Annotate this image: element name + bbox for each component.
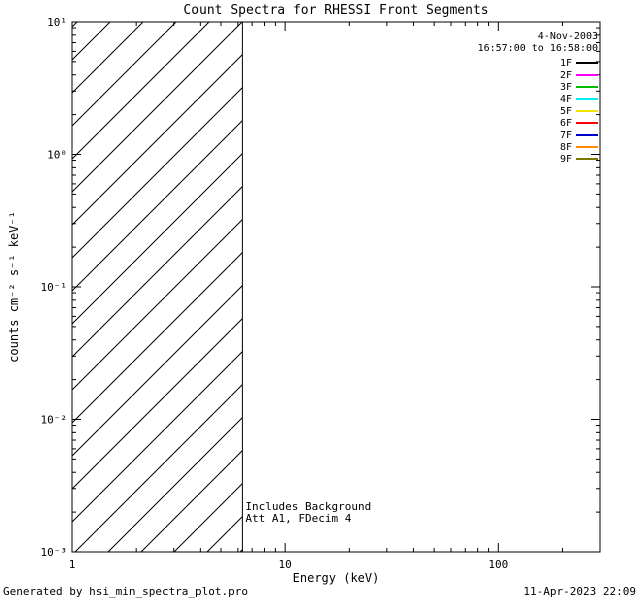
y-tick-label: 10⁻¹ (41, 281, 68, 294)
footer-generator-text: Generated by hsi_min_spectra_plot.pro (3, 585, 249, 598)
legend-entry-label: 9F (560, 154, 572, 165)
hatched-excluded-region (72, 22, 243, 552)
legend-entry-label: 4F (560, 94, 572, 105)
x-tick-label: 10 (279, 558, 292, 571)
x-axis-label: Energy (keV) (293, 571, 380, 585)
y-tick-label: 10⁻² (41, 414, 68, 427)
legend-entry-label: 7F (560, 130, 572, 141)
legend-date: 4-Nov-2003 (538, 31, 598, 42)
legend-entry-label: 8F (560, 142, 572, 153)
legend-entry-label: 5F (560, 106, 572, 117)
y-tick-label: 10¹ (47, 16, 67, 29)
legend-entry-label: 6F (560, 118, 572, 129)
tick-labels: 1 10 100 10¹ 10⁰ 10⁻¹ 10⁻² 10⁻³ (41, 16, 509, 571)
axis-ticks (71, 21, 601, 553)
y-axis-label: counts cm⁻² s⁻¹ keV⁻¹ (7, 211, 21, 363)
plot-annotation: Includes Background (245, 500, 371, 513)
x-tick-label: 100 (488, 558, 508, 571)
legend-entry-label: 2F (560, 70, 572, 81)
y-tick-label: 10⁰ (47, 149, 67, 162)
footer-timestamp: 11-Apr-2023 22:09 (523, 585, 636, 598)
legend-entry-label: 1F (560, 58, 572, 69)
legend-entry-label: 3F (560, 82, 572, 93)
x-tick-label: 1 (69, 558, 76, 571)
legend-time-range: 16:57:00 to 16:58:00 (478, 43, 598, 54)
y-tick-label: 10⁻³ (41, 546, 68, 559)
plot-annotation: Att A1, FDecim 4 (245, 512, 351, 525)
chart-title: Count Spectra for RHESSI Front Segments (183, 3, 488, 18)
